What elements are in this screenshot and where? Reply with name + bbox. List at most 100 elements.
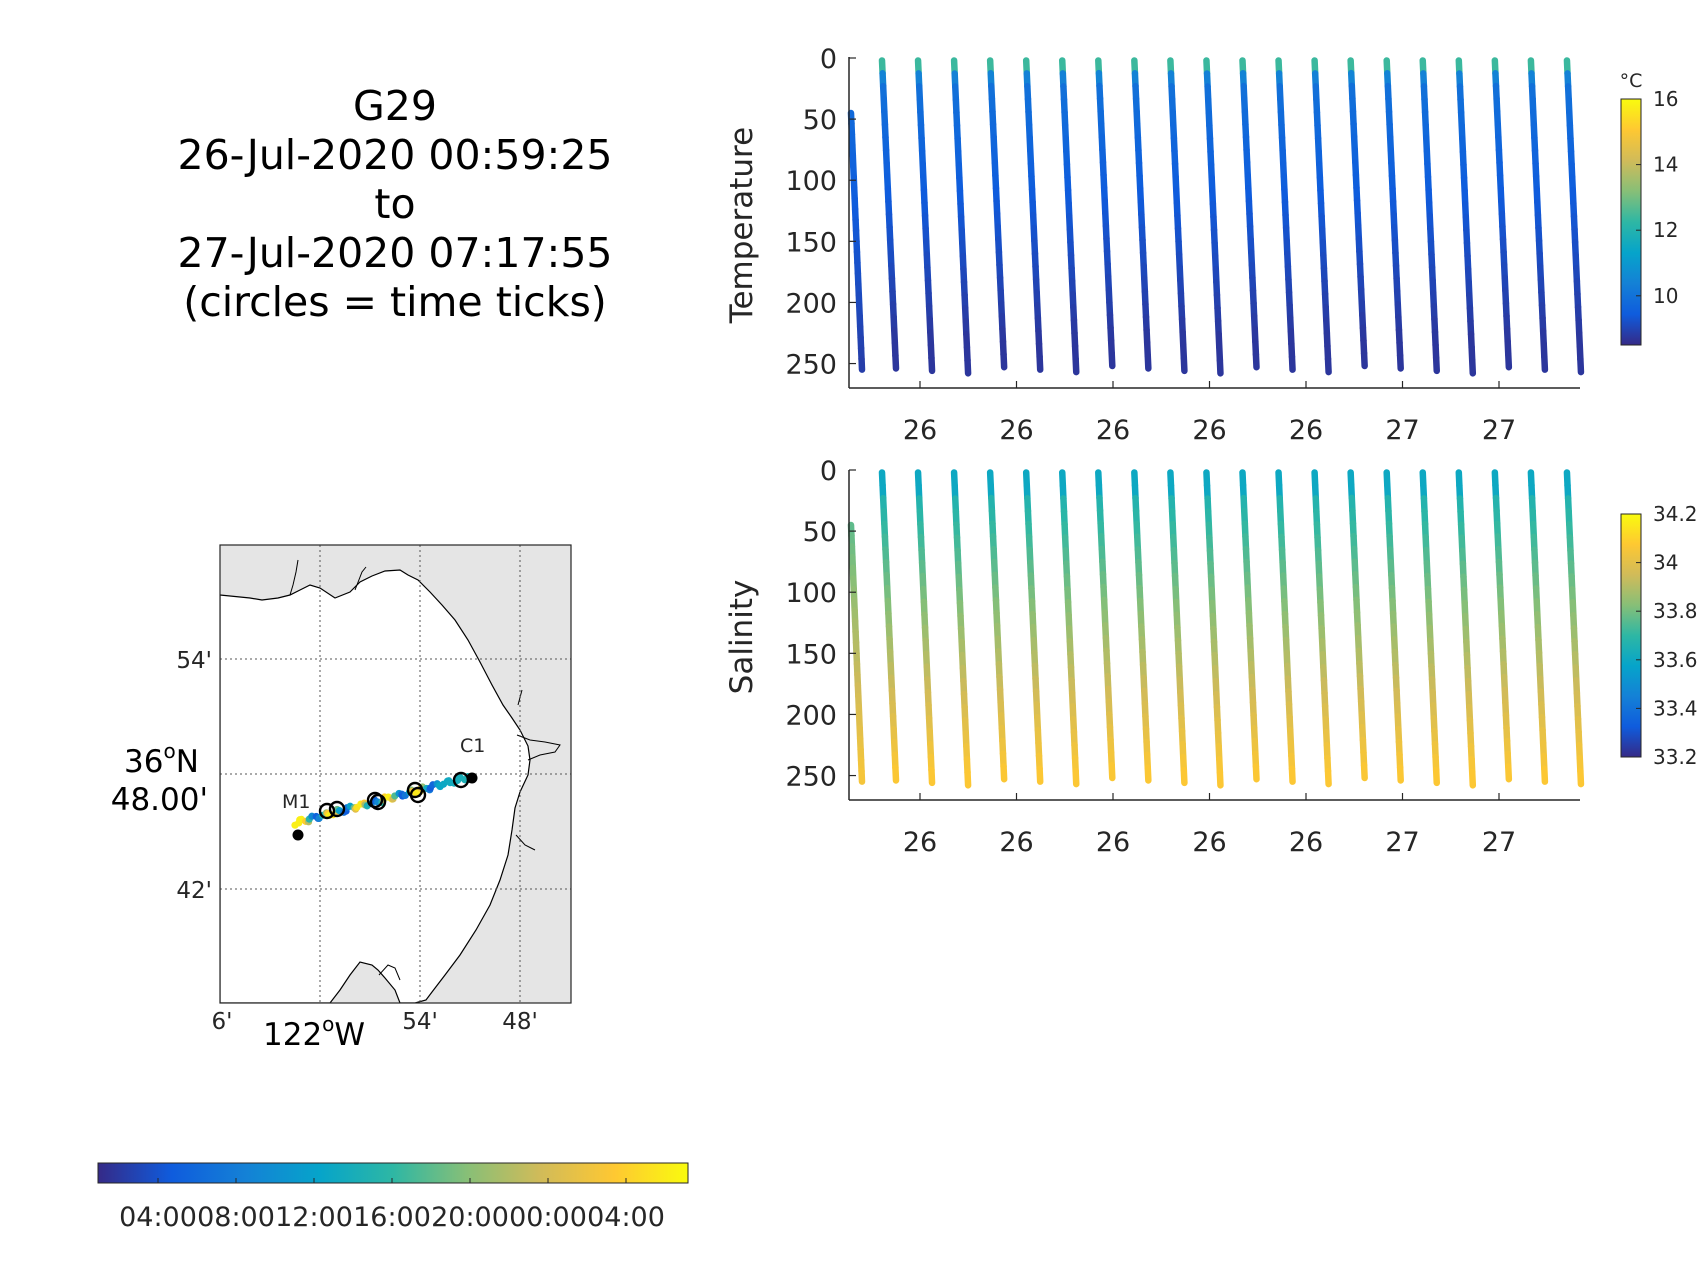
salinity-ytick-label: 250 <box>785 762 837 793</box>
temperature-profile <box>1022 57 1044 373</box>
salinity-xtick-label: 26 <box>999 827 1033 858</box>
scb-tick-label: 33.2 <box>1653 745 1697 769</box>
temperature-profile <box>1095 57 1116 370</box>
elkhorn-slough <box>516 734 561 761</box>
temperature-ytick-label: 150 <box>785 227 837 258</box>
station-c1-label: C1 <box>460 735 485 757</box>
title-glider-id: G29 <box>353 82 437 130</box>
temperature-ytick-label: 250 <box>785 350 837 381</box>
lat-minutes: 48.00' <box>111 782 208 818</box>
temperature-profile <box>847 109 866 373</box>
time-colorbar: 04:00 08:00 12:00 16:00 20:00 00:00 04:00 <box>97 1162 689 1233</box>
salinity-profile <box>878 469 900 784</box>
temperature-ytick-label: 100 <box>785 166 837 197</box>
title-start-time: 26-Jul-2020 00:59:25 <box>177 131 613 179</box>
temperature-profile <box>950 57 972 377</box>
temperature-profile <box>986 57 1008 371</box>
salinity-ytick-label: 100 <box>785 578 837 609</box>
time-tick-circle <box>409 786 427 804</box>
title-note: (circles = time ticks) <box>183 278 607 326</box>
temperature-profile <box>1455 57 1477 377</box>
scb-tick-label: 34.2 <box>1653 502 1697 526</box>
temperature-xtick-label: 27 <box>1385 415 1419 446</box>
time-tick-label: 04:00 <box>119 1202 197 1233</box>
salinity-profile <box>1239 469 1260 783</box>
temperature-profile <box>1491 57 1513 371</box>
figure-title: G29 26-Jul-2020 00:59:25 to 27-Jul-2020 … <box>150 82 640 327</box>
time-colorbar-ticks: 04:00 08:00 12:00 16:00 20:00 00:00 04:00 <box>119 1178 665 1233</box>
salinity-y-ticks: 0 50 100 150 200 250 <box>785 456 856 793</box>
temperature-axes <box>848 57 1580 389</box>
temperature-profile <box>1527 57 1549 373</box>
salinity-profile <box>914 469 936 787</box>
salinity-profile <box>847 521 866 785</box>
temperature-colorbar-ticks: 16 14 12 10 <box>1636 87 1678 308</box>
temperature-unit-label: °C <box>1620 70 1643 92</box>
temperature-xtick-label: 26 <box>1192 415 1226 446</box>
lat-tick-42: 42' <box>176 878 212 904</box>
temperature-y-ticks: 0 50 100 150 200 250 <box>785 44 856 381</box>
salinity-profile <box>1563 469 1585 788</box>
salinity-xtick-label: 26 <box>1289 827 1323 858</box>
time-tick-circle <box>369 793 387 811</box>
map-grid <box>220 545 571 1003</box>
salinity-colorbar: 34.2 34 33.8 33.6 33.4 33.2 <box>1620 502 1697 769</box>
temperature-profile <box>1131 57 1152 372</box>
time-tick-circle <box>328 800 346 818</box>
salinity-profile <box>1311 469 1332 788</box>
river-pajaro <box>517 689 523 706</box>
temperature-ytick-label: 200 <box>785 288 837 319</box>
time-tick-circles <box>318 771 470 820</box>
temperature-profile <box>1563 57 1585 376</box>
salinity-profile <box>1059 469 1080 788</box>
salinity-axis-label: Salinity <box>724 580 760 695</box>
temperature-ytick-label: 50 <box>803 105 837 136</box>
scb-tick-label: 33.4 <box>1653 696 1697 720</box>
lat-tick-36n: 36oN 48.00' <box>111 739 208 818</box>
svg-text:122oW: 122oW <box>263 1012 365 1053</box>
tcb-tick-label: 16 <box>1653 87 1678 111</box>
lon-hemisphere: W <box>334 1017 365 1053</box>
track-map: M1 C1 54' 42' 36oN 48.00' 6' 122oW 54' 4… <box>111 544 572 1053</box>
station-m1-marker <box>292 829 304 841</box>
salinity-ytick-label: 50 <box>803 517 837 548</box>
temperature-xtick-label: 26 <box>1096 415 1130 446</box>
salinity-profile <box>1131 469 1152 784</box>
temperature-xtick-label: 26 <box>903 415 937 446</box>
salinity-xtick-label: 26 <box>1192 827 1226 858</box>
lon-tick-54: 54' <box>402 1009 438 1035</box>
temperature-profile <box>1167 57 1188 375</box>
time-tick-label: 16:00 <box>353 1202 431 1233</box>
salinity-plot: 0 50 100 150 200 250 26 26 26 26 26 27 27 Salinity <box>724 456 1585 858</box>
salinity-profile <box>1347 469 1368 782</box>
time-tick-label: 08:00 <box>197 1202 275 1233</box>
scb-tick-label: 33.8 <box>1653 599 1697 623</box>
lon-tick-6: 6' <box>212 1009 233 1035</box>
tcb-tick-label: 12 <box>1653 218 1678 242</box>
salinity-x-ticks: 26 26 26 26 26 27 27 <box>903 793 1516 858</box>
temperature-profile <box>1239 57 1260 371</box>
scb-tick-label: 33.6 <box>1653 648 1697 672</box>
salinity-ytick-label: 150 <box>785 639 837 670</box>
map-frame <box>219 544 572 1004</box>
salinity-xtick-label: 27 <box>1385 827 1419 858</box>
salinity-ytick-label: 0 <box>820 456 837 487</box>
salinity-profile <box>1491 469 1513 783</box>
station-c1-marker <box>466 772 478 784</box>
salinity-profile <box>986 469 1008 783</box>
time-tick-label: 04:00 <box>587 1202 665 1233</box>
title-to: to <box>374 180 416 228</box>
lat-deg: 36 <box>124 744 163 780</box>
lon-deg-symbol: o <box>322 1012 334 1036</box>
river-creek <box>354 566 367 591</box>
salinity-xtick-label: 27 <box>1482 827 1516 858</box>
salinity-profile <box>1275 469 1296 785</box>
lon-deg: 122 <box>263 1017 322 1053</box>
temperature-profiles <box>847 57 1585 377</box>
station-m1-label: M1 <box>282 791 310 813</box>
lat-deg-symbol: o <box>163 739 175 763</box>
time-tick-circle <box>318 802 336 820</box>
lon-tick-122w: 122oW <box>263 1012 365 1053</box>
salinity-profile <box>1383 469 1404 784</box>
